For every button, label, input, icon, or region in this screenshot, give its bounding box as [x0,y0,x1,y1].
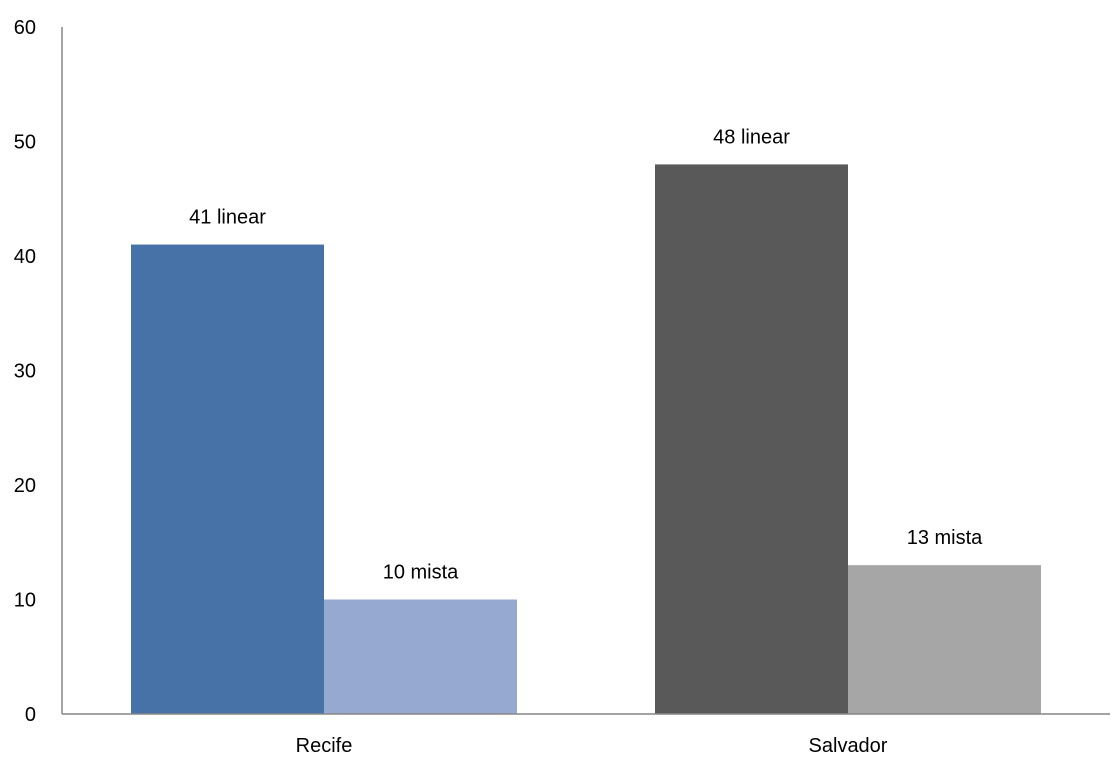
data-label: 41 linear [189,207,266,229]
x-category-labels: Recife Salvador [296,735,888,757]
data-label: 13 mista [907,527,983,549]
data-labels: 41 linear 10 mista 48 linear 13 mista [189,126,983,583]
data-label: 10 mista [383,562,459,584]
bar-salvador-1 [655,164,848,714]
y-tick-label: 50 [14,132,36,154]
y-tick-labels: 0 10 20 30 40 50 60 [14,17,36,726]
bar-recife-2 [324,599,517,714]
y-tick-label: 20 [14,475,36,497]
data-label: 48 linear [713,126,790,148]
y-tick-label: 0 [25,704,36,726]
bar-salvador-2 [848,565,1041,714]
y-tick-label: 10 [14,590,36,612]
x-category-label: Salvador [809,735,888,757]
bars-layer [131,164,1041,715]
x-category-label: Recife [296,735,353,757]
axes-layer [61,27,1110,715]
bar-recife-1 [131,244,324,715]
y-tick-label: 60 [14,17,36,39]
y-tick-label: 30 [14,361,36,383]
y-tick-label: 40 [14,246,36,268]
